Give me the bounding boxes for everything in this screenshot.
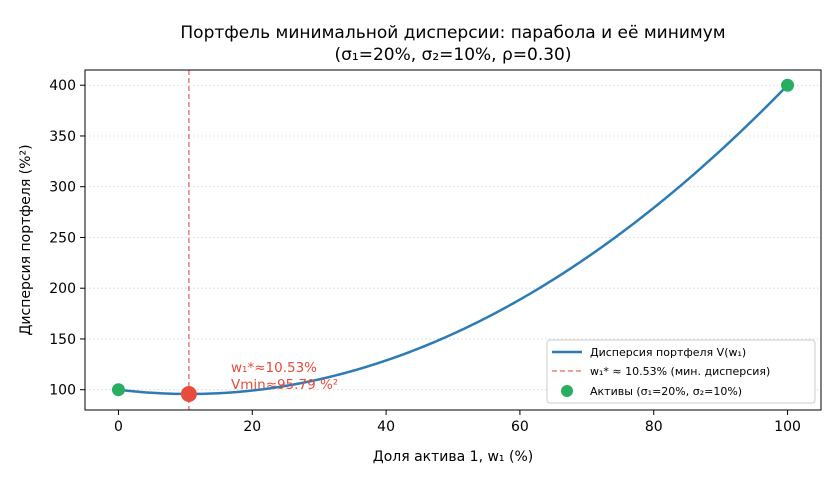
legend-label-assets: Активы (σ₁=20%, σ₂=10%) [590, 385, 742, 398]
x-axis-ticks: 0 20 40 60 80 100 [114, 410, 801, 435]
y-tick-label: 200 [49, 281, 76, 297]
x-tick-label: 80 [645, 419, 663, 435]
variance-curve [118, 84, 789, 396]
plot-area [111, 70, 795, 410]
legend-label-curve: Дисперсия портфеля V(w₁) [590, 346, 746, 359]
y-tick-label: 400 [49, 78, 76, 94]
plot-frame [84, 69, 822, 411]
x-tick-label: 40 [377, 419, 395, 435]
x-axis-label: Доля актива 1, w₁ (%) [373, 449, 533, 465]
x-tick-label: 20 [243, 419, 261, 435]
legend-label-vline: w₁* ≈ 10.53% (мин. дисперсия) [590, 365, 770, 378]
asset-point [111, 383, 125, 397]
x-tick-label: 100 [774, 419, 801, 435]
min-variance-point [180, 385, 197, 402]
asset-point [781, 78, 795, 92]
min-annotation-line1: w₁*≈10.53% [231, 360, 317, 376]
x-tick-label: 0 [114, 419, 123, 435]
legend: Дисперсия портфеля V(w₁) w₁* ≈ 10.53% (м… [546, 339, 816, 404]
min-annotation-line2: Vmin≈95.79 %² [231, 377, 338, 393]
chart-title-line1: Портфель минимальной дисперсии: парабола… [180, 23, 725, 43]
legend-swatch-assets [561, 385, 573, 397]
chart-title-line2: (σ₁=20%, σ₂=10%, ρ=0.30) [334, 45, 571, 65]
y-tick-label: 150 [49, 332, 76, 348]
grid-lines [85, 84, 821, 391]
y-tick-label: 350 [49, 129, 76, 145]
y-tick-label: 250 [49, 230, 76, 246]
y-axis-ticks: 100 150 200 250 300 350 400 [49, 78, 85, 399]
y-tick-label: 300 [49, 180, 76, 196]
y-axis-label: Дисперсия портфеля (%²) [18, 144, 34, 335]
legend-box [546, 339, 816, 404]
x-tick-label: 60 [511, 419, 529, 435]
y-tick-label: 100 [49, 383, 76, 399]
